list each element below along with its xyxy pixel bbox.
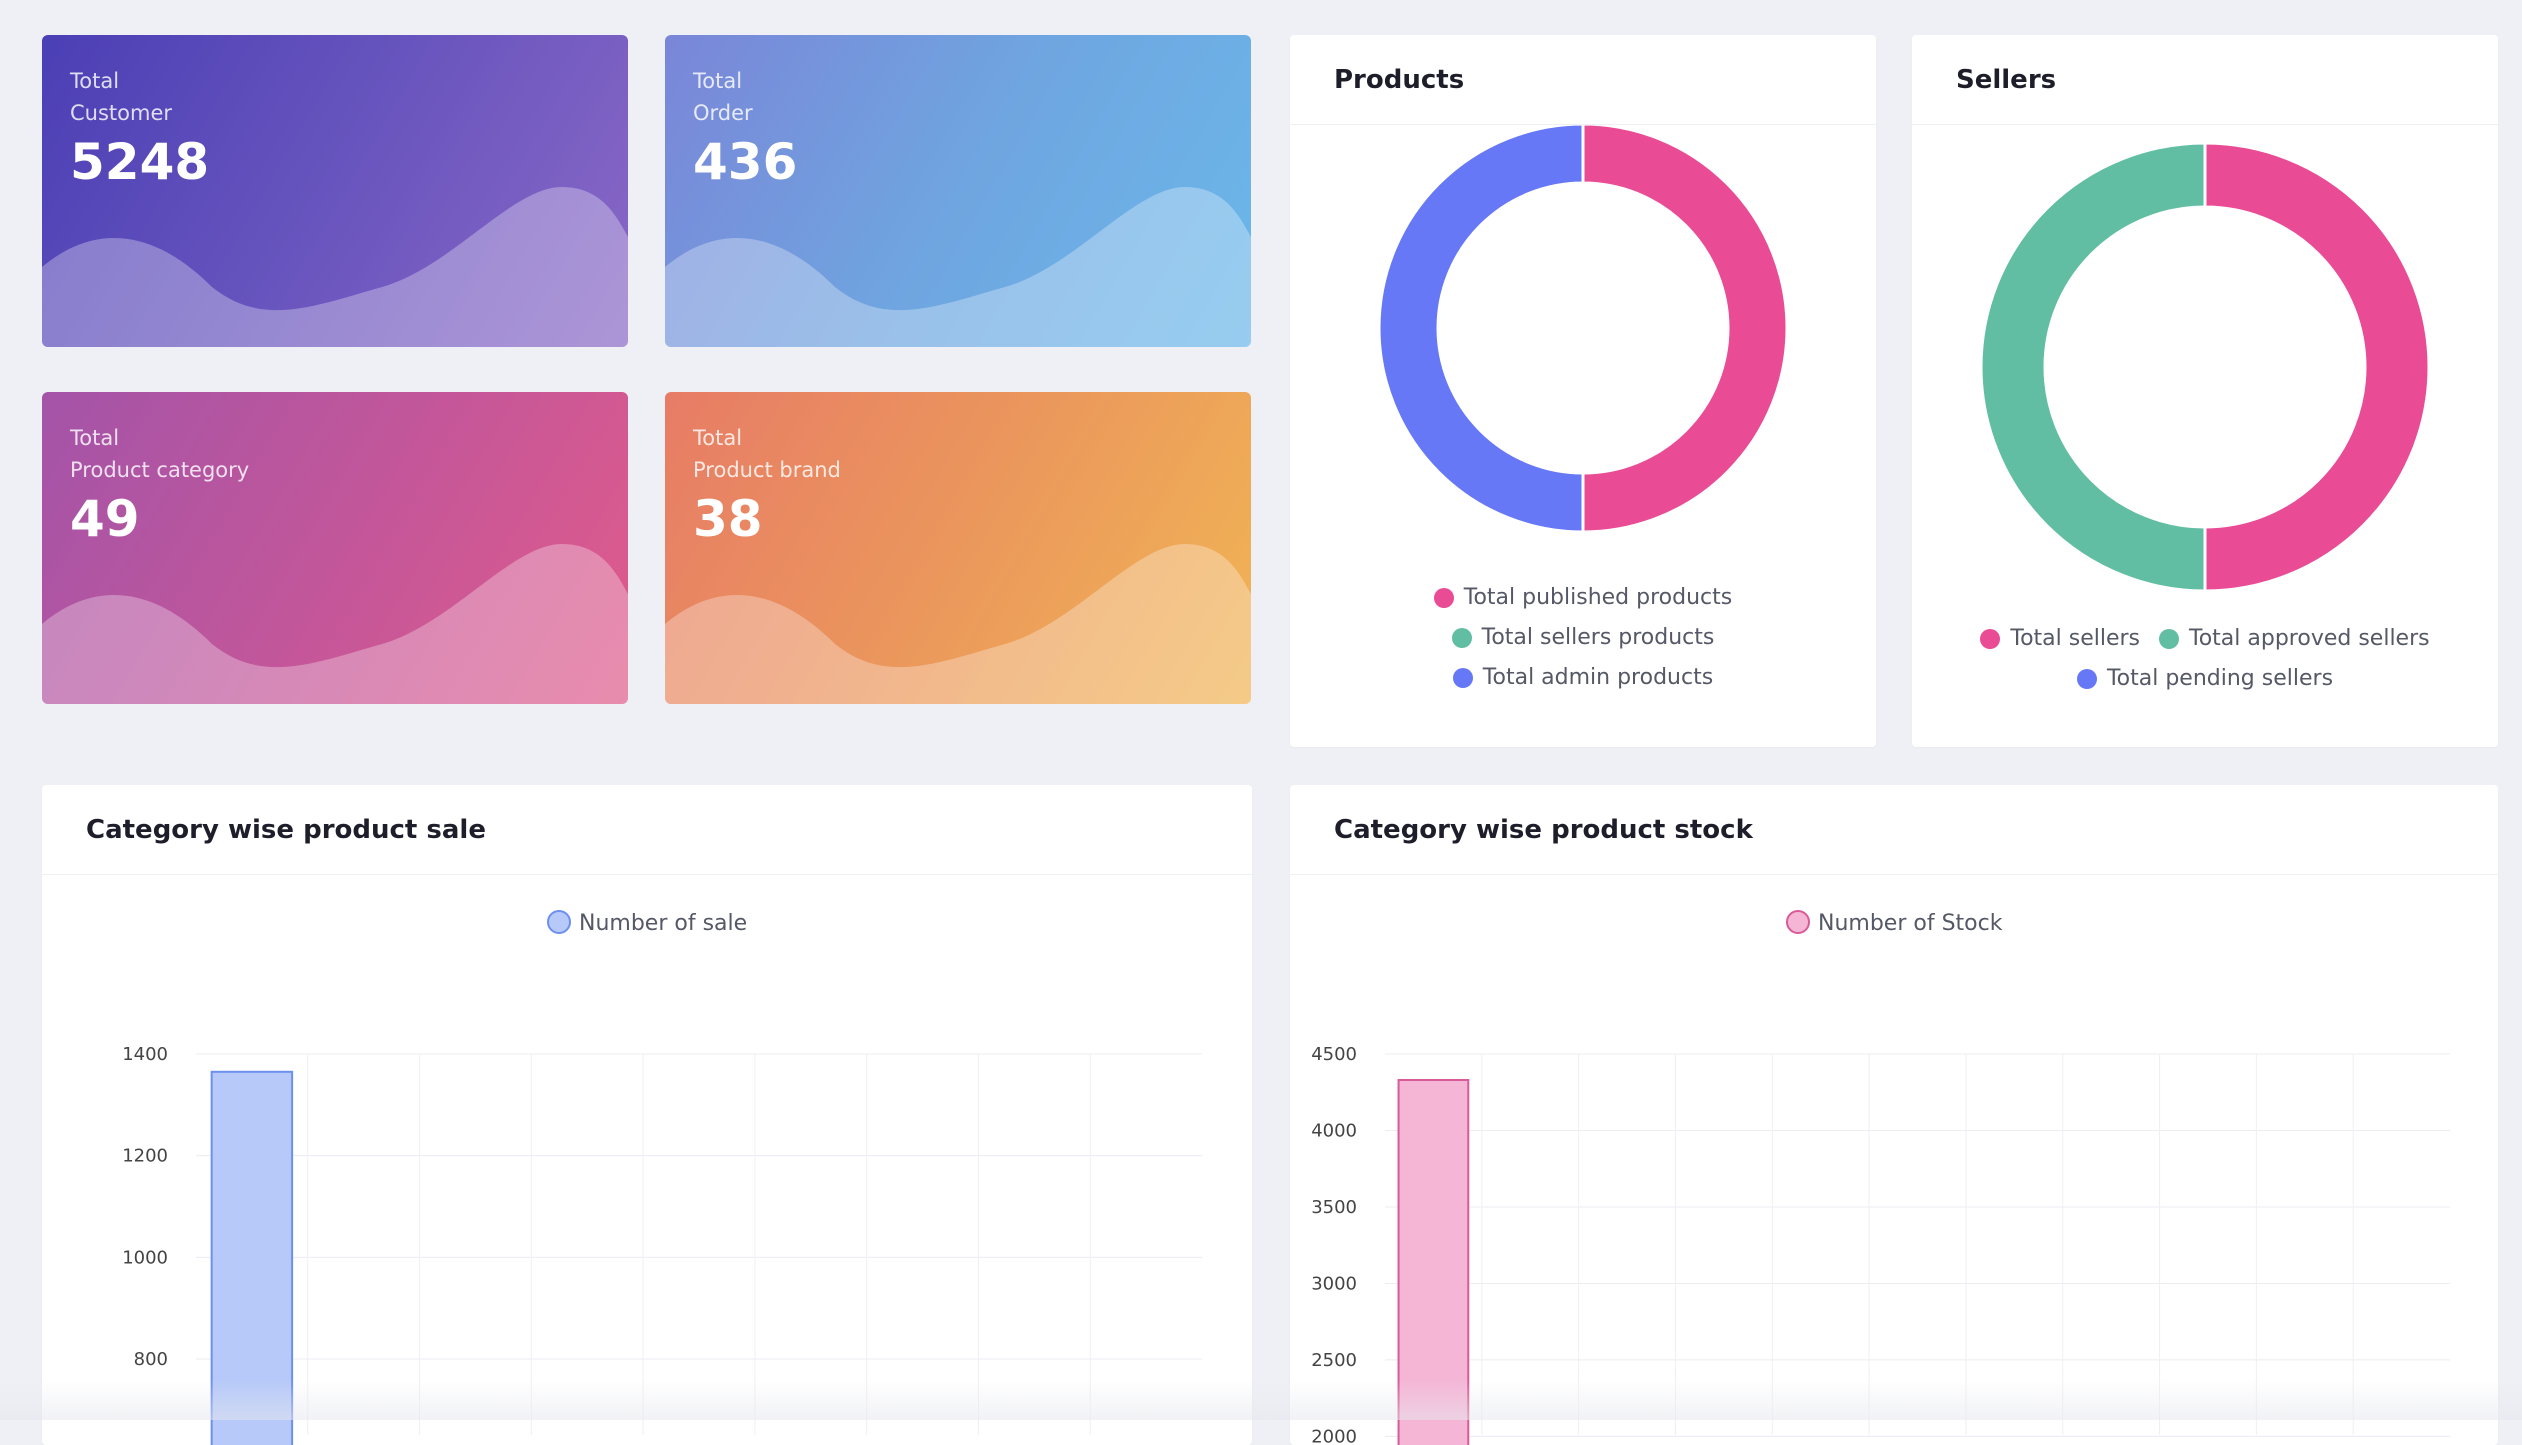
legend-label: Total approved sellers [2189, 626, 2430, 651]
legend-item-pending-sellers[interactable]: Total pending sellers [2076, 666, 2334, 691]
products-panel: Products Total published products Total … [1290, 35, 1876, 747]
products-legend-row: Total sellers products [1290, 625, 1876, 654]
stat-label-name: Order [693, 101, 753, 125]
stat-label-prefix: Total [693, 69, 743, 93]
bar-0[interactable] [1397, 1079, 1470, 1445]
sellers-donut-chart[interactable] [1912, 125, 2498, 605]
stat-label-name: Product category [70, 458, 250, 482]
y-tick-label: 2000 [1311, 1426, 1357, 1445]
products-donut-chart[interactable] [1290, 125, 1876, 565]
legend-item-published[interactable]: Total published products [1433, 585, 1733, 610]
legend-swatch [1786, 910, 1810, 934]
total-order-card[interactable]: Total Order 436 [665, 35, 1251, 347]
stock-bar-chart: Number of Stock 2000 2500 3000 3500 4000 4500 [1311, 910, 2450, 1445]
pink-dot-icon [1980, 628, 2001, 649]
legend-item-approved-sellers[interactable]: Total approved sellers [2159, 626, 2430, 651]
donut-slice-total-approved-sellers[interactable] [1979, 141, 2207, 593]
legend-swatch [547, 910, 571, 934]
blue-dot-icon [1452, 667, 1473, 688]
stat-label-prefix: Total [70, 426, 120, 450]
y-tick-label: 3500 [1311, 1197, 1357, 1218]
legend-label: Total sellers [2010, 626, 2141, 651]
stat-label-name: Product brand [693, 458, 841, 482]
y-tick-label: 4000 [1311, 1120, 1357, 1141]
donut-slice-total-sellers[interactable] [2203, 141, 2431, 593]
products-legend-row: Total published products [1290, 585, 1876, 614]
legend-item-total-sellers[interactable]: Total sellers [1980, 626, 2140, 651]
stock-chart-title: Category wise product stock [1290, 785, 2498, 875]
green-dot-icon [1451, 627, 1472, 648]
donut-slice-total-published-products[interactable] [1581, 125, 1789, 534]
total-product-category-card[interactable]: Total Product category 49 [42, 392, 628, 704]
stat-value: 49 [70, 490, 140, 548]
stat-label-name: Customer [70, 101, 173, 125]
sale-bar-chart: Number of sale600800100012001400 [122, 910, 1202, 1445]
legend-label: Total sellers products [1481, 625, 1715, 650]
stat-value: 436 [693, 133, 798, 191]
stat-value: 38 [693, 490, 763, 548]
sellers-panel: Sellers Total sellers Total approved sel… [1912, 35, 2498, 747]
wave-decoration [42, 187, 628, 347]
wave-decoration [42, 544, 628, 704]
green-dot-icon [2159, 628, 2180, 649]
total-customer-card[interactable]: Total Customer 5248 [42, 35, 628, 347]
blue-dot-icon [2076, 668, 2097, 689]
y-tick-label: 1000 [122, 1247, 168, 1268]
y-tick-label: 1200 [122, 1146, 168, 1167]
legend-label: Total admin products [1482, 665, 1714, 690]
category-sale-panel: Category wise product sale Number of sal… [42, 785, 1252, 1445]
category-stock-panel: Category wise product stock Number of St… [1290, 785, 2498, 1445]
chart-legend[interactable]: Number of Stock [1786, 910, 2003, 936]
legend-item-sellers-products[interactable]: Total sellers products [1451, 625, 1715, 650]
legend-item-admin-products[interactable]: Total admin products [1452, 665, 1714, 690]
legend-label: Total published products [1463, 585, 1733, 610]
y-tick-label: 2500 [1311, 1350, 1357, 1371]
y-tick-label: 800 [134, 1349, 168, 1370]
products-legend-row: Total admin products [1290, 665, 1876, 694]
wave-decoration [665, 544, 1251, 704]
chart-legend[interactable]: Number of sale [547, 910, 747, 936]
stat-label-prefix: Total [70, 69, 120, 93]
stat-value: 5248 [70, 133, 210, 191]
y-tick-label: 4500 [1311, 1044, 1357, 1065]
sellers-legend-row: Total sellers Total approved sellers [1912, 626, 2498, 655]
wave-decoration [665, 187, 1251, 347]
sale-chart-title: Category wise product sale [42, 785, 1252, 875]
sellers-legend-row: Total pending sellers [1912, 666, 2498, 695]
y-tick-label: 1400 [122, 1044, 168, 1065]
sellers-title: Sellers [1912, 35, 2498, 125]
bar-0[interactable] [210, 1070, 294, 1445]
donut-slice-total-admin-products[interactable] [1377, 125, 1585, 534]
stat-label-prefix: Total [693, 426, 743, 450]
legend-label: Number of sale [579, 911, 747, 936]
legend-label: Number of Stock [1818, 911, 2003, 936]
y-tick-label: 3000 [1311, 1273, 1357, 1294]
pink-dot-icon [1433, 587, 1454, 608]
legend-label: Total pending sellers [2106, 666, 2334, 691]
products-title: Products [1290, 35, 1876, 125]
total-product-brand-card[interactable]: Total Product brand 38 [665, 392, 1251, 704]
